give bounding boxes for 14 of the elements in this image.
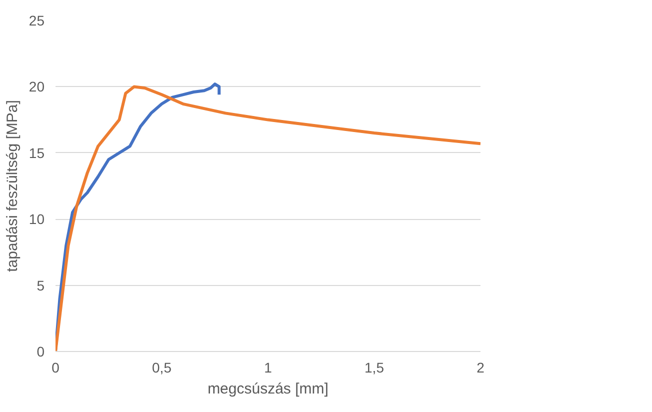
line-series <box>56 85 480 352</box>
x-tick-label: 0,5 <box>152 360 172 376</box>
x-tick-label: 2 <box>476 360 485 376</box>
y-tick-label: 15 <box>28 144 45 161</box>
x-axis-title: megcsúszás [mm] <box>208 380 328 398</box>
y-tick-label: 20 <box>28 78 45 95</box>
x-tick-label: 0 <box>52 360 60 376</box>
y-tick-label: 25 <box>28 12 45 28</box>
x-tick-label: 1,5 <box>364 360 384 376</box>
y-tick-label: 10 <box>28 211 45 228</box>
y-tick-label: 0 <box>36 344 45 360</box>
x-tick-label: 1 <box>264 360 272 376</box>
y-axis-title: tapadási feszültség [MPa] <box>4 100 21 272</box>
y-tick-label: 5 <box>36 277 45 294</box>
